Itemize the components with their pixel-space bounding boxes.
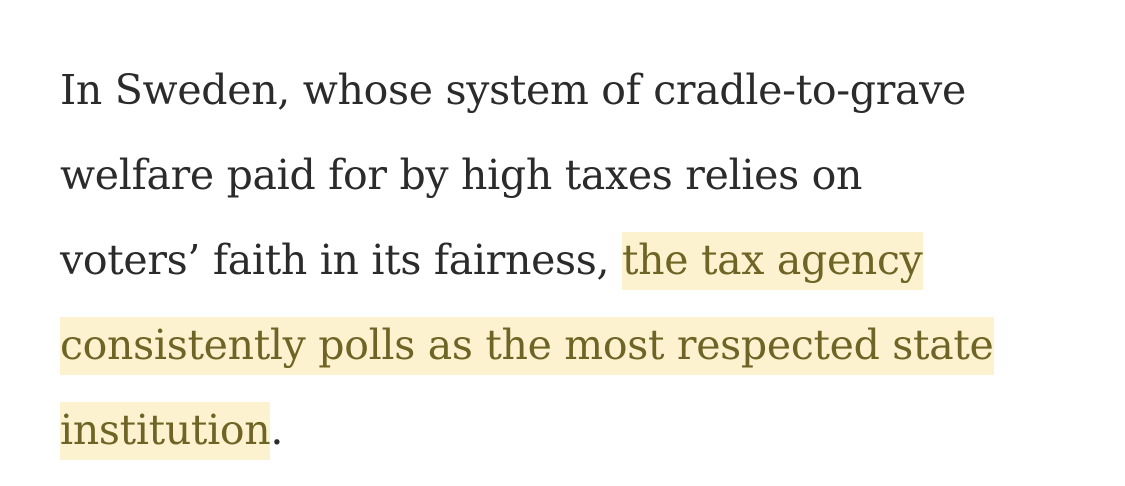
paragraph-line-3: voters’ faith in its fairness, the tax a… xyxy=(60,218,1100,303)
highlighted-text[interactable]: consistently polls as the most respected… xyxy=(60,317,994,375)
paragraph-line-2: welfare paid for by high taxes relies on xyxy=(60,133,1100,218)
line-3-text: voters’ faith in its fairness, xyxy=(60,236,622,284)
paragraph-line-4: consistently polls as the most respected… xyxy=(60,303,1100,388)
paragraph-line-1: In Sweden, whose system of cradle-to-gra… xyxy=(60,48,1100,133)
article-paragraph: In Sweden, whose system of cradle-to-gra… xyxy=(60,48,1100,473)
line-1-text: In Sweden, whose system of cradle-to-gra… xyxy=(60,66,966,114)
line-2-text: welfare paid for by high taxes relies on xyxy=(60,151,863,199)
highlighted-text[interactable]: the tax agency xyxy=(622,232,923,290)
line-5-period: . xyxy=(270,406,284,454)
paragraph-line-5: institution. xyxy=(60,388,1100,473)
highlighted-text[interactable]: institution xyxy=(60,402,271,460)
